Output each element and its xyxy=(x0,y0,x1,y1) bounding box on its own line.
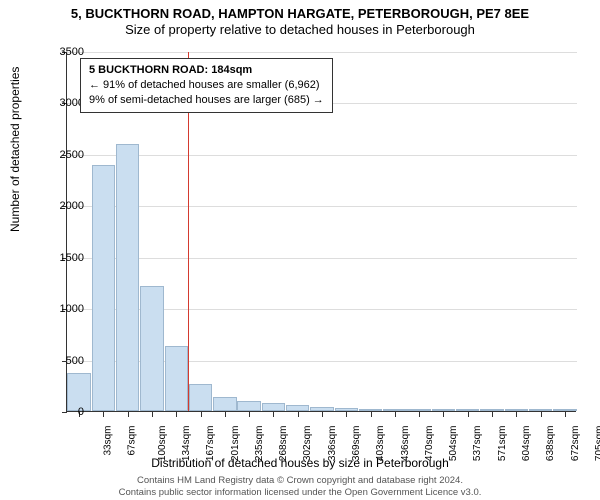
histogram-bar xyxy=(189,384,212,411)
histogram-bar xyxy=(359,409,382,411)
xtick-mark xyxy=(201,412,202,417)
xtick-mark xyxy=(468,412,469,417)
xtick-label: 268sqm xyxy=(278,426,289,462)
xtick-label: 134sqm xyxy=(181,426,192,462)
histogram-bar xyxy=(383,409,406,411)
footer-line2: Contains public sector information licen… xyxy=(0,487,600,498)
info-box-line: 5 BUCKTHORN ROAD: 184sqm xyxy=(89,63,324,78)
ytick-label: 3000 xyxy=(44,97,84,109)
xtick-label: 235sqm xyxy=(254,426,265,462)
xtick-mark xyxy=(419,412,420,417)
xtick-mark xyxy=(176,412,177,417)
x-axis-label: Distribution of detached houses by size … xyxy=(0,456,600,470)
xtick-mark xyxy=(322,412,323,417)
histogram-bar xyxy=(553,409,576,411)
xtick-mark xyxy=(103,412,104,417)
xtick-mark xyxy=(565,412,566,417)
xtick-label: 369sqm xyxy=(351,426,362,462)
attribution-footer: Contains HM Land Registry data © Crown c… xyxy=(0,475,600,498)
ytick-label: 1000 xyxy=(44,303,84,315)
xtick-mark xyxy=(443,412,444,417)
info-box-line: 9% of semi-detached houses are larger (6… xyxy=(89,93,324,108)
xtick-mark xyxy=(152,412,153,417)
footer-line1: Contains HM Land Registry data © Crown c… xyxy=(0,475,600,486)
xtick-label: 705sqm xyxy=(594,426,600,462)
xtick-label: 336sqm xyxy=(327,426,338,462)
xtick-label: 67sqm xyxy=(127,426,138,456)
info-box-line: ← 91% of detached houses are smaller (6,… xyxy=(89,78,324,93)
ytick-label: 2500 xyxy=(44,149,84,161)
xtick-mark xyxy=(395,412,396,417)
gridline xyxy=(67,206,577,207)
histogram-bar xyxy=(456,409,479,411)
histogram-bar xyxy=(92,165,115,411)
histogram-bar xyxy=(237,401,260,411)
xtick-label: 201sqm xyxy=(230,426,241,462)
histogram-bar xyxy=(505,409,528,411)
xtick-mark xyxy=(541,412,542,417)
histogram-bar xyxy=(165,346,188,411)
gridline xyxy=(67,155,577,156)
xtick-label: 604sqm xyxy=(521,426,532,462)
xtick-mark xyxy=(298,412,299,417)
histogram-bar xyxy=(529,409,552,411)
xtick-label: 571sqm xyxy=(497,426,508,462)
xtick-label: 638sqm xyxy=(545,426,556,462)
xtick-mark xyxy=(128,412,129,417)
xtick-mark xyxy=(273,412,274,417)
xtick-mark xyxy=(225,412,226,417)
histogram-bar xyxy=(407,409,430,411)
page-title-line2: Size of property relative to detached ho… xyxy=(0,22,600,38)
histogram-bar xyxy=(432,409,455,411)
xtick-mark xyxy=(346,412,347,417)
gridline xyxy=(67,52,577,53)
histogram-bar xyxy=(213,397,236,411)
xtick-label: 302sqm xyxy=(303,426,314,462)
y-axis-label: Number of detached properties xyxy=(8,67,22,232)
xtick-label: 470sqm xyxy=(424,426,435,462)
ytick-label: 3500 xyxy=(44,46,84,58)
xtick-mark xyxy=(371,412,372,417)
xtick-label: 504sqm xyxy=(448,426,459,462)
histogram-bar xyxy=(140,286,163,411)
xtick-label: 672sqm xyxy=(570,426,581,462)
xtick-label: 167sqm xyxy=(205,426,216,462)
ytick-label: 1500 xyxy=(44,252,84,264)
xtick-label: 537sqm xyxy=(473,426,484,462)
histogram-bar xyxy=(116,144,139,411)
histogram-bar xyxy=(335,408,358,411)
gridline xyxy=(67,258,577,259)
histogram-bar xyxy=(310,407,333,411)
ytick-label: 0 xyxy=(44,406,84,418)
page-title-line1: 5, BUCKTHORN ROAD, HAMPTON HARGATE, PETE… xyxy=(0,6,600,22)
xtick-mark xyxy=(492,412,493,417)
histogram-bar xyxy=(480,409,503,411)
xtick-label: 436sqm xyxy=(400,426,411,462)
xtick-label: 100sqm xyxy=(157,426,168,462)
xtick-label: 403sqm xyxy=(375,426,386,462)
ytick-label: 500 xyxy=(44,355,84,367)
ytick-label: 2000 xyxy=(44,200,84,212)
xtick-mark xyxy=(516,412,517,417)
info-box: 5 BUCKTHORN ROAD: 184sqm← 91% of detache… xyxy=(80,58,333,113)
xtick-label: 33sqm xyxy=(103,426,114,456)
histogram-bar xyxy=(286,405,309,411)
histogram-bar xyxy=(262,403,285,411)
xtick-mark xyxy=(249,412,250,417)
